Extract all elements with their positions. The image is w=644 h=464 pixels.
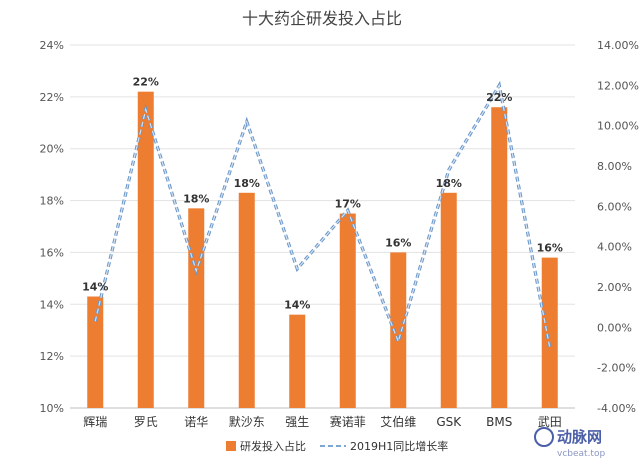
growth-line-outer bbox=[93, 80, 552, 348]
category-label: BMS bbox=[486, 415, 512, 429]
category-label: 强生 bbox=[285, 415, 309, 429]
bar-data-label: 14% bbox=[82, 281, 108, 294]
category-label: 默沙东 bbox=[229, 414, 265, 429]
legend-bar-label: 研发投入占比 bbox=[240, 439, 306, 453]
category-label: 诺华 bbox=[184, 415, 208, 429]
bar-data-label: 16% bbox=[537, 242, 563, 255]
bar bbox=[238, 192, 255, 408]
category-label: 辉瑞 bbox=[83, 415, 107, 429]
left-tick-label: 12% bbox=[40, 350, 64, 363]
bar bbox=[289, 314, 306, 408]
right-y-axis: -4.00% -2.00% 0.00% 2.00% 4.00% 6.00% 8.00% 10.… bbox=[597, 39, 639, 415]
bar-data-label: 22% bbox=[486, 91, 512, 104]
bar-data-label: 14% bbox=[284, 299, 310, 312]
category-label: 罗氏 bbox=[134, 415, 158, 429]
bar-data-label: 18% bbox=[436, 177, 462, 190]
right-tick-label: 8.00% bbox=[597, 160, 632, 173]
category-label: GSK bbox=[436, 415, 462, 429]
bar-data-label: 18% bbox=[183, 192, 209, 205]
bar bbox=[440, 192, 457, 408]
bar-data-label: 17% bbox=[335, 198, 361, 211]
category-label: 武田 bbox=[538, 415, 562, 429]
bar-data-label: 16% bbox=[385, 236, 411, 249]
left-y-axis: 10% 12% 14% 16% 18% 20% 22% 24% bbox=[40, 39, 64, 415]
bar bbox=[87, 296, 104, 408]
bar bbox=[339, 213, 356, 408]
right-tick-label: 12.00% bbox=[597, 79, 639, 92]
watermark-text: 动脉网 bbox=[557, 428, 602, 446]
bar bbox=[491, 107, 508, 408]
bar bbox=[541, 257, 558, 408]
left-tick-label: 18% bbox=[40, 195, 64, 208]
category-label: 赛诺菲 bbox=[330, 414, 366, 429]
watermark-sub: vcbeat.top bbox=[557, 449, 605, 459]
watermark: 动脉网 vcbeat.top bbox=[534, 427, 605, 459]
left-tick-label: 16% bbox=[40, 246, 64, 259]
right-tick-label: 6.00% bbox=[597, 200, 632, 213]
growth-line-inner bbox=[94, 83, 551, 348]
bar-data-labels: 14% 22% 18% 18% 14% 17% 16% 18% 22% 16% bbox=[82, 76, 563, 312]
x-axis-categories: 辉瑞 罗氏 诺华 默沙东 强生 赛诺菲 艾伯维 GSK BMS 武田 bbox=[83, 414, 562, 429]
bar bbox=[188, 208, 205, 408]
right-tick-label: 4.00% bbox=[597, 241, 632, 254]
right-tick-label: 0.00% bbox=[597, 321, 632, 334]
bar-data-label: 22% bbox=[133, 76, 159, 89]
chart-title: 十大药企研发投入占比 bbox=[242, 9, 402, 28]
category-label: 艾伯维 bbox=[380, 414, 416, 429]
bar-series bbox=[87, 91, 558, 409]
bar bbox=[137, 91, 154, 409]
right-tick-label: 2.00% bbox=[597, 281, 632, 294]
legend-line-label: 2019H1同比增长率 bbox=[350, 439, 448, 453]
right-tick-label: -4.00% bbox=[597, 402, 636, 415]
right-tick-label: 14.00% bbox=[597, 39, 639, 52]
left-tick-label: 22% bbox=[40, 91, 64, 104]
legend: 研发投入占比 2019H1同比增长率 bbox=[226, 439, 448, 453]
gridlines bbox=[70, 44, 575, 409]
left-tick-label: 14% bbox=[40, 298, 64, 311]
right-tick-label: 10.00% bbox=[597, 120, 639, 133]
left-tick-label: 10% bbox=[40, 402, 64, 415]
line-series bbox=[93, 80, 552, 348]
bar bbox=[390, 252, 407, 408]
bar-data-label: 18% bbox=[234, 177, 260, 190]
right-tick-label: -2.00% bbox=[597, 362, 636, 375]
legend-bar-swatch bbox=[226, 441, 236, 451]
left-tick-label: 20% bbox=[40, 143, 64, 156]
watermark-logo-icon bbox=[534, 427, 554, 447]
left-tick-label: 24% bbox=[40, 39, 64, 52]
